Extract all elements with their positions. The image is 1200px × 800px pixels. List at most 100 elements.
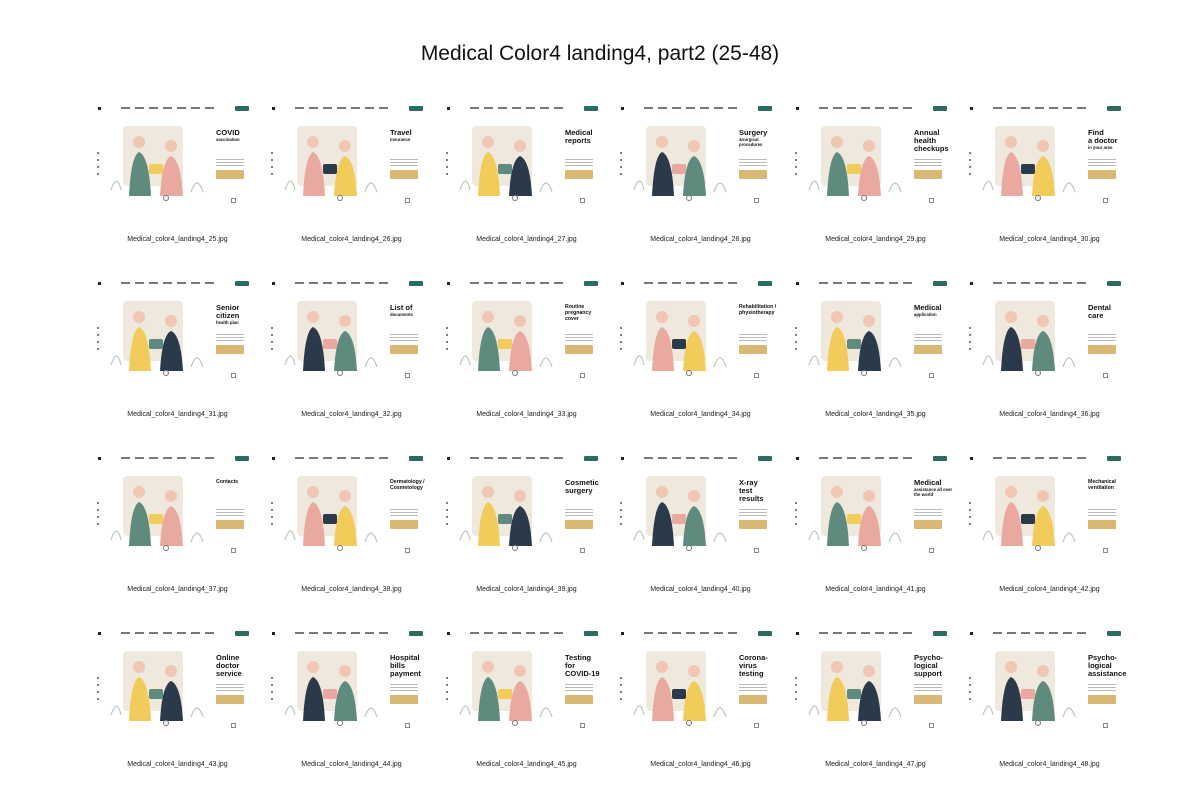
- slide-title: Hospital bills payment: [390, 653, 421, 678]
- nav-link: [1077, 107, 1086, 109]
- nav-link: [686, 632, 695, 634]
- file-name: Medical_color4_landing4_40.jpg: [650, 586, 751, 593]
- thumbnail-card[interactable]: Testing for COVID-19 Medical_color4_landi…: [444, 629, 609, 789]
- slide-heading: List of documents: [390, 303, 434, 318]
- read-more-button: [1088, 170, 1116, 179]
- pagination-dots: [97, 152, 99, 180]
- slide-title: Medical: [914, 478, 942, 487]
- slide-heading: Rehabilitation / physiotherapy: [739, 304, 783, 316]
- thumbnail-card[interactable]: Find a doctor in your area Medical_color4_…: [967, 104, 1132, 264]
- nav-link: [191, 632, 200, 634]
- thumbnail-card[interactable]: Medical application Medical_color4_landing…: [793, 279, 958, 439]
- file-name: Medical_color4_landing4_29.jpg: [825, 236, 926, 243]
- nav-bar: [121, 632, 214, 634]
- scroll-down-icon: [163, 545, 169, 551]
- nav-link: [819, 107, 828, 109]
- nav-link: [205, 457, 214, 459]
- grid-icon: [754, 723, 759, 728]
- thumbnail-card[interactable]: Travel insurance Medical_color4_landing4_2…: [269, 104, 434, 264]
- nav-link: [512, 457, 521, 459]
- nav-link: [672, 282, 681, 284]
- thumbnail-card[interactable]: Cosmetic surgery Medical_color4_landing4_…: [444, 454, 609, 614]
- nav-link: [323, 282, 332, 284]
- file-name: Medical_color4_landing4_28.jpg: [650, 236, 751, 243]
- nav-link: [191, 457, 200, 459]
- nav-link: [470, 107, 479, 109]
- read-more-button: [565, 695, 593, 704]
- thumbnail-card[interactable]: X-ray test results Medical_color4_landing…: [618, 454, 783, 614]
- thumbnail-card[interactable]: Annual health checkups Medical_color4_lan…: [793, 104, 958, 264]
- slide-title: Corona- virus testing: [739, 653, 768, 678]
- grid-icon: [580, 723, 585, 728]
- file-name: Medical_color4_landing4_30.jpg: [999, 236, 1100, 243]
- file-name: Medical_color4_landing4_43.jpg: [127, 761, 228, 768]
- thumbnail-card[interactable]: Psycho- logical assistance Medical_color4…: [967, 629, 1132, 789]
- thumbnail-card[interactable]: Psycho- logical support Medical_color4_la…: [793, 629, 958, 789]
- slide-title: List of: [390, 303, 413, 312]
- scroll-down-icon: [1035, 195, 1041, 201]
- thumbnail-card[interactable]: Dental care Medical_color4_landing4_36.jp…: [967, 279, 1132, 439]
- nav-link: [1035, 282, 1044, 284]
- thumbnail-card[interactable]: List of documents Medical_color4_landing4_…: [269, 279, 434, 439]
- scroll-down-icon: [861, 370, 867, 376]
- nav-bar: [993, 107, 1086, 109]
- nav-link: [658, 107, 667, 109]
- slide-paragraph: [390, 684, 418, 693]
- thumbnail-card[interactable]: Medical reports Medical_color4_landing4_2…: [444, 104, 609, 264]
- nav-button: [758, 106, 772, 111]
- scroll-down-icon: [337, 195, 343, 201]
- thumbnail-card[interactable]: Corona- virus testing Medical_color4_land…: [618, 629, 783, 789]
- grid-icon: [405, 198, 410, 203]
- thumbnail-card[interactable]: COVID vaccination Medical_color4_landing4_…: [95, 104, 260, 264]
- landing-page-preview: Cosmetic surgery: [444, 454, 609, 559]
- nav-link: [993, 632, 1002, 634]
- read-more-button: [739, 345, 767, 354]
- thumbnail-card[interactable]: Medical assistance all over the world Medi…: [793, 454, 958, 614]
- thumbnail-card[interactable]: Mechanical ventilation Medical_color4_lan…: [967, 454, 1132, 614]
- thumbnail-card[interactable]: Online doctor service Medical_color4_land…: [95, 629, 260, 789]
- nav-link: [540, 632, 549, 634]
- nav-link: [875, 107, 884, 109]
- nav-link: [121, 282, 130, 284]
- nav-button: [758, 631, 772, 636]
- slide-heading: Travel insurance: [390, 129, 434, 143]
- logo-icon: [970, 457, 973, 460]
- grid-icon: [231, 723, 236, 728]
- nav-link: [379, 107, 388, 109]
- nav-link: [1007, 107, 1016, 109]
- read-more-button: [565, 345, 593, 354]
- landing-page-preview: Travel insurance: [269, 104, 434, 209]
- read-more-button: [1088, 345, 1116, 354]
- nav-link: [700, 457, 709, 459]
- nav-bar: [470, 632, 563, 634]
- thumbnail-card[interactable]: Rehabilitation / physiotherapy Medical_co…: [618, 279, 783, 439]
- scroll-down-icon: [512, 370, 518, 376]
- illustration: [808, 126, 902, 196]
- thumbnail-card[interactable]: Dermatology / Cosmetology Medical_color4_…: [269, 454, 434, 614]
- thumbnail-card[interactable]: Hospital bills payment Medical_color4_lan…: [269, 629, 434, 789]
- nav-link: [1021, 632, 1030, 634]
- slide-title: Routine pregnancy cover: [565, 304, 592, 322]
- illustration: [633, 476, 727, 546]
- landing-page-preview: X-ray test results: [618, 454, 783, 559]
- slide-paragraph: [914, 334, 942, 343]
- file-name: Medical_color4_landing4_47.jpg: [825, 761, 926, 768]
- slide-heading: Psycho- logical support: [914, 654, 958, 678]
- grid-icon: [1103, 723, 1108, 728]
- scroll-down-icon: [163, 720, 169, 726]
- nav-link: [540, 457, 549, 459]
- thumbnail-card[interactable]: Routine pregnancy cover Medical_color4_la…: [444, 279, 609, 439]
- nav-button: [1107, 281, 1121, 286]
- thumbnail-card[interactable]: Senior citizen health plan Medical_color4_…: [95, 279, 260, 439]
- thumbnail-card[interactable]: Contacts Medical_color4_landing4_37.jpg: [95, 454, 260, 614]
- illustration: [633, 651, 727, 721]
- slide-heading: Surgery &surgical procedures: [739, 129, 783, 148]
- slide-heading: Hospital bills payment: [390, 654, 434, 678]
- nav-link: [833, 107, 842, 109]
- thumbnail-card[interactable]: Surgery &surgical procedures Medical_color…: [618, 104, 783, 264]
- nav-button: [584, 456, 598, 461]
- nav-bar: [121, 107, 214, 109]
- illustration: [808, 301, 902, 371]
- pagination-dots: [620, 677, 622, 705]
- slide-subtitle: in your area: [1088, 145, 1113, 150]
